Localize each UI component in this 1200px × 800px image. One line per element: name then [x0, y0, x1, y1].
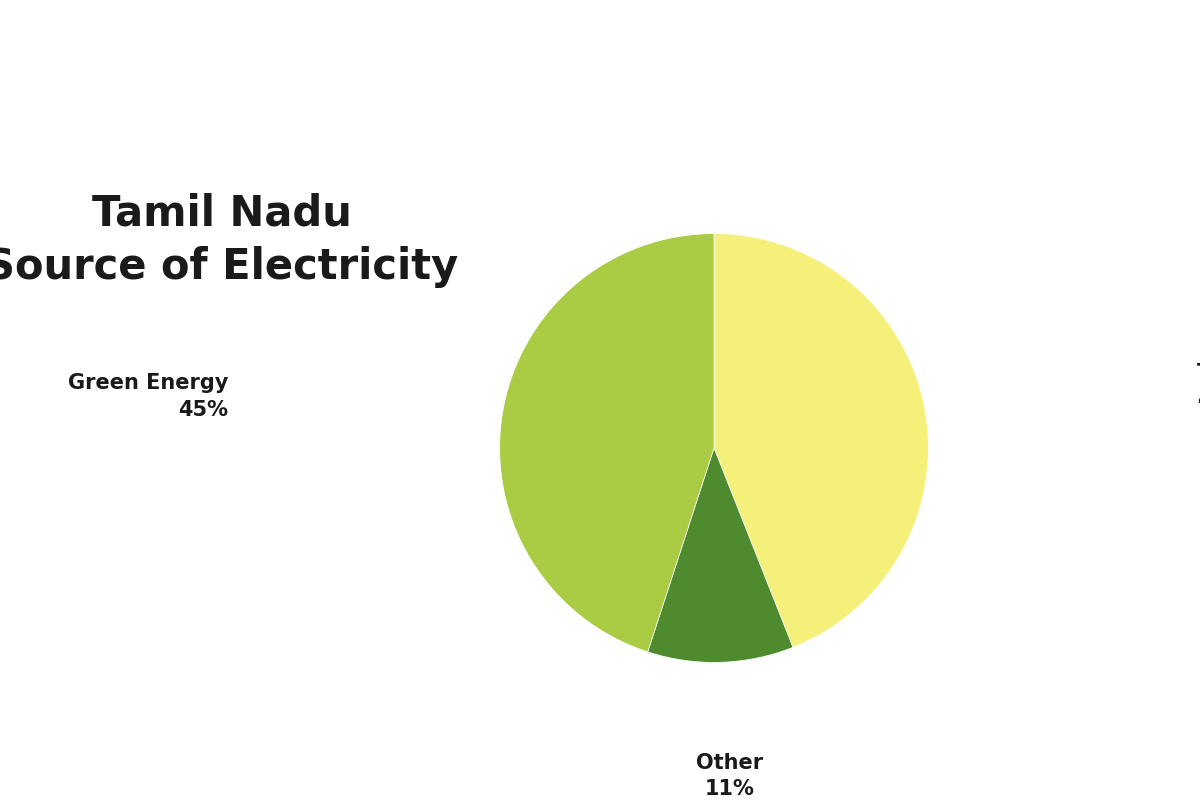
Wedge shape: [499, 234, 714, 652]
Text: Other
11%: Other 11%: [696, 753, 763, 799]
Wedge shape: [648, 448, 793, 662]
Text: Green Energy
45%: Green Energy 45%: [67, 374, 228, 420]
Text: Tamil Nadu
Source of Electricity: Tamil Nadu Source of Electricity: [0, 192, 458, 288]
Text: Thermal
44%: Thermal 44%: [1198, 363, 1200, 410]
Wedge shape: [714, 234, 929, 647]
